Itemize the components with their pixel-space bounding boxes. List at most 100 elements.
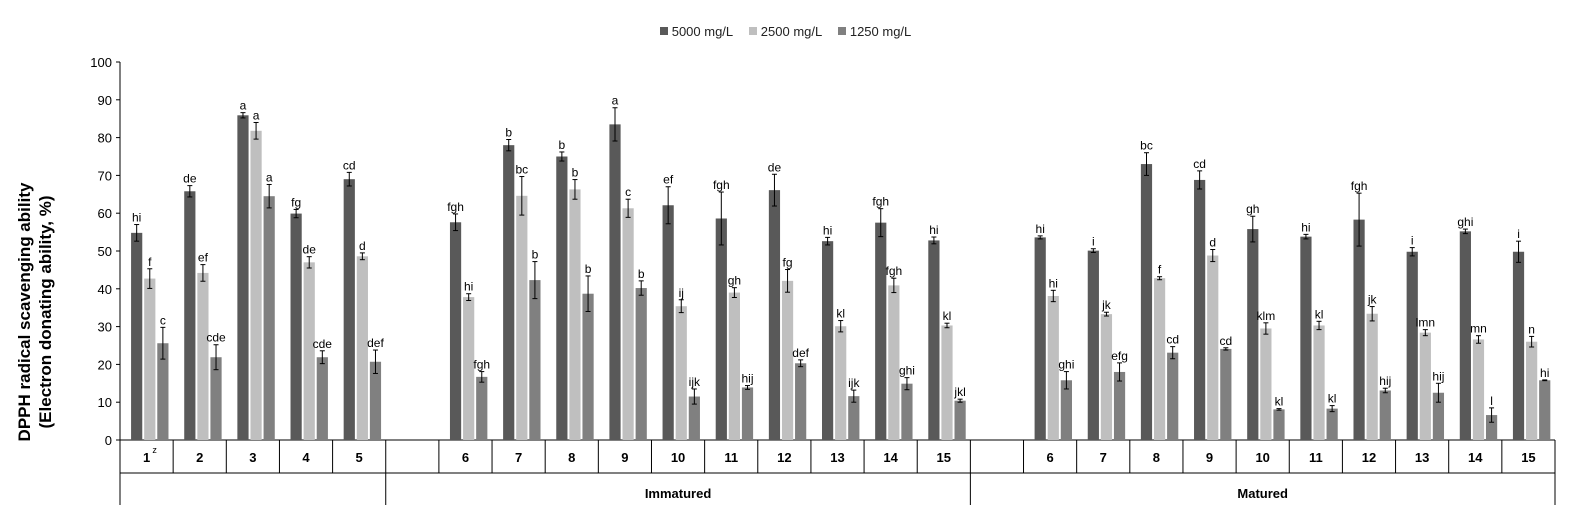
category-label: 7 — [515, 450, 522, 465]
significance-label: c — [160, 313, 166, 327]
y-tick-label: 40 — [98, 282, 112, 297]
significance-label: f — [1158, 263, 1162, 277]
bar — [197, 272, 209, 440]
bar — [1100, 314, 1113, 440]
bar — [1153, 278, 1166, 440]
category-label: 11 — [1309, 450, 1323, 465]
legend-swatch-series-1 — [659, 27, 668, 36]
bar — [954, 400, 966, 440]
legend-item-series-1: 5000 mg/L — [659, 23, 733, 39]
bar — [463, 297, 475, 440]
significance-label: hi — [1540, 366, 1549, 380]
category-label: 8 — [1153, 450, 1160, 465]
bar — [1207, 255, 1219, 440]
y-tick-label: 10 — [98, 395, 112, 410]
bar — [1247, 229, 1259, 440]
significance-label: b — [559, 138, 566, 152]
significance-label: hi — [1036, 222, 1045, 236]
bar — [835, 326, 847, 440]
significance-label: bc — [1140, 139, 1153, 153]
bar — [184, 191, 196, 440]
bar — [662, 205, 674, 440]
significance-label: fg — [291, 195, 301, 209]
significance-label: efg — [1111, 349, 1128, 363]
bar — [1419, 332, 1431, 440]
significance-label: klm — [1257, 309, 1276, 323]
bar — [290, 213, 302, 440]
significance-label: f — [148, 255, 152, 269]
significance-label: hi — [1301, 220, 1310, 234]
bar — [1485, 415, 1498, 440]
category-label: 12 — [1362, 450, 1376, 465]
bar — [1459, 231, 1471, 440]
significance-label: fgh — [713, 178, 730, 192]
significance-label: c — [625, 185, 631, 199]
bar — [1472, 339, 1485, 440]
significance-label: n — [1528, 322, 1535, 336]
significance-label: a — [612, 94, 619, 108]
y-tick-label: 60 — [98, 206, 112, 221]
bar — [635, 288, 647, 440]
significance-label: a — [240, 99, 247, 113]
significance-label: hij — [1379, 374, 1391, 388]
significance-label: kl — [943, 309, 952, 323]
significance-label: hij — [1432, 369, 1444, 383]
category-label: 8 — [568, 450, 575, 465]
significance-label: ef — [663, 173, 674, 187]
legend-item-series-3: 1250 mg/L — [837, 23, 911, 39]
bar — [131, 232, 143, 440]
category-label: 13 — [1415, 450, 1429, 465]
bar — [1326, 408, 1338, 440]
significance-label: kl — [1328, 392, 1337, 406]
bar — [1539, 380, 1551, 440]
significance-label: gh — [728, 274, 741, 288]
significance-label: ghi — [899, 364, 915, 378]
bar — [1260, 328, 1272, 440]
significance-label: bc — [515, 163, 528, 177]
bar — [781, 280, 794, 440]
superscript-note: z — [152, 445, 157, 455]
bar — [356, 256, 368, 440]
chart-legend: 5000 mg/L 2500 mg/L 1250 mg/L — [0, 22, 1571, 39]
significance-label: i — [1517, 227, 1520, 241]
bar — [1379, 390, 1391, 440]
bar — [1273, 409, 1285, 440]
y-tick-label: 80 — [98, 131, 112, 146]
y-tick-label: 0 — [105, 433, 112, 448]
bar — [1113, 371, 1126, 440]
plot-area: 0 10 20 30 40 50 60 70 80 90 100 Immatured Matured hi… — [90, 55, 1556, 505]
bar — [848, 396, 860, 440]
significance-label: cd — [1193, 157, 1206, 171]
bar — [609, 124, 621, 441]
category-label: 6 — [1046, 450, 1053, 465]
y-tick-label: 70 — [98, 168, 112, 183]
significance-label: b — [638, 267, 645, 281]
category-label: 14 — [1468, 450, 1483, 465]
significance-label: l — [1490, 394, 1493, 408]
bar — [369, 361, 382, 440]
y-tick-label: 20 — [98, 357, 112, 372]
legend-swatch-series-3 — [837, 27, 846, 36]
significance-label: lmn — [1416, 316, 1435, 330]
category-label: 1 — [143, 450, 150, 465]
significance-label: fgh — [473, 358, 490, 372]
significance-label: d — [1209, 235, 1216, 249]
category-label: 15 — [937, 450, 951, 465]
category-label: 9 — [621, 450, 628, 465]
significance-label: ijk — [848, 376, 860, 390]
bar — [449, 222, 462, 440]
legend-swatch-series-2 — [748, 27, 757, 36]
significance-label: hi — [132, 211, 141, 225]
bar — [875, 222, 887, 440]
significance-label: b — [505, 125, 512, 139]
bar — [1167, 352, 1179, 440]
y-tick-label: 100 — [90, 55, 112, 70]
bar — [144, 278, 156, 440]
bar — [1313, 325, 1325, 440]
bar — [715, 218, 727, 440]
bar — [1406, 251, 1418, 440]
significance-label: cd — [1219, 334, 1232, 348]
bar — [741, 387, 754, 440]
y-tick-label: 90 — [98, 93, 112, 108]
significance-label: cde — [206, 331, 226, 345]
